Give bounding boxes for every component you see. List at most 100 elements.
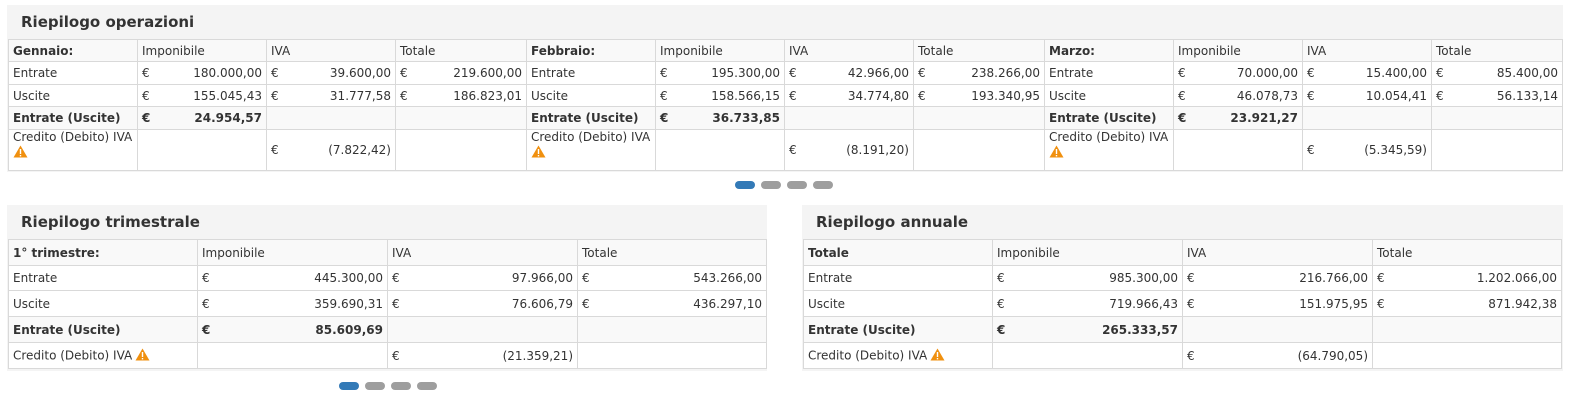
totale-cell-value: 193.340,95 [971, 88, 1040, 103]
empty-cell [1173, 129, 1303, 171]
row-label: Entrate [526, 61, 656, 85]
totale-cell: €193.340,95 [913, 84, 1045, 107]
net-value-cell-value: 23.921,27 [1230, 111, 1298, 125]
row-label: Uscite [8, 290, 198, 317]
iva-cell-value: 15.400,00 [1365, 66, 1427, 80]
pager-dot[interactable] [417, 382, 437, 390]
imponibile-cell-value: 46.078,73 [1236, 88, 1298, 103]
currency-symbol: € [1307, 143, 1315, 157]
net-label: Entrate (Uscite) [803, 316, 993, 343]
totale-cell-value: 85.400,00 [1496, 66, 1558, 80]
totale-cell: €543.266,00 [577, 265, 767, 291]
totale-cell-value: 56.133,14 [1496, 88, 1558, 103]
table-row: Uscite €155.045,43 €31.777,58 €186.823,01 [8, 84, 527, 107]
imponibile-cell: €155.045,43 [137, 84, 267, 107]
column-header: IVA [1302, 39, 1432, 62]
pager-dot[interactable] [787, 181, 807, 189]
credit-label: Credito (Debito) IVA [808, 348, 928, 362]
empty-cell [992, 342, 1183, 369]
currency-symbol: € [392, 348, 400, 363]
credit-label-cell: Credito (Debito) IVA [803, 342, 993, 369]
currency-symbol: € [789, 143, 797, 157]
currency-symbol: € [271, 143, 279, 157]
imponibile-cell-value: 155.045,43 [193, 88, 262, 103]
totale-cell-value: 1.202.066,00 [1476, 271, 1557, 285]
table-row: Entrate €70.000,00 €15.400,00 €85.400,00 [1044, 61, 1563, 85]
column-header: Totale [577, 239, 767, 266]
empty-cell [197, 342, 388, 369]
currency-symbol: € [202, 271, 210, 285]
credit-label: Credito (Debito) IVA [13, 130, 133, 145]
credit-value-cell: € (8.191,20) [784, 129, 914, 171]
table-label: 1° trimestre: [8, 239, 198, 266]
net-value-cell: €85.609,69 [197, 316, 388, 343]
currency-symbol: € [789, 66, 797, 80]
net-value-cell: €23.921,27 [1173, 106, 1303, 130]
currency-symbol: € [271, 66, 279, 80]
currency-symbol: € [202, 322, 211, 337]
iva-cell: €216.766,00 [1182, 265, 1373, 291]
empty-cell [1372, 342, 1562, 369]
imponibile-cell: €46.078,73 [1173, 84, 1303, 107]
pager-dot[interactable] [365, 382, 385, 390]
totale-cell: €85.400,00 [1431, 61, 1563, 85]
currency-symbol: € [142, 111, 151, 125]
pager-dot[interactable] [339, 382, 359, 390]
currency-symbol: € [1187, 296, 1195, 311]
totale-cell-value: 436.297,10 [693, 296, 762, 311]
warning-icon[interactable] [531, 145, 546, 162]
empty-cell [266, 106, 396, 130]
column-header: Imponibile [655, 39, 785, 62]
pager-dot[interactable] [735, 181, 755, 189]
iva-cell-value: 39.600,00 [329, 66, 391, 80]
imponibile-cell: €180.000,00 [137, 61, 267, 85]
annual-title: Riepilogo annuale [816, 213, 969, 231]
column-header: Totale [1372, 239, 1562, 266]
iva-cell: €31.777,58 [266, 84, 396, 107]
warning-icon[interactable] [930, 348, 945, 364]
currency-symbol: € [997, 271, 1005, 285]
currency-symbol: € [660, 66, 668, 80]
empty-cell [577, 316, 767, 343]
operations-pager [735, 181, 833, 189]
warning-icon[interactable] [1049, 145, 1064, 162]
totale-cell-value: 238.266,00 [971, 66, 1040, 80]
totale-cell: €436.297,10 [577, 290, 767, 317]
column-header: Imponibile [197, 239, 388, 266]
pager-dot[interactable] [761, 181, 781, 189]
currency-symbol: € [202, 296, 210, 311]
month-table: Gennaio: Imponibile IVA Totale Entrate €180.0… [8, 39, 527, 171]
currency-symbol: € [997, 322, 1006, 337]
currency-symbol: € [1436, 66, 1444, 80]
imponibile-cell: €719.966,43 [992, 290, 1183, 317]
iva-cell: €15.400,00 [1302, 61, 1432, 85]
totale-cell: €56.133,14 [1431, 84, 1563, 107]
totale-cell: €1.202.066,00 [1372, 265, 1562, 291]
quarterly-table: 1° trimestre: Imponibile IVA Totale Entrate €… [8, 239, 767, 369]
currency-symbol: € [400, 88, 408, 103]
iva-cell: €10.054,41 [1302, 84, 1432, 107]
credit-label-cell: Credito (Debito) IVA [526, 129, 656, 171]
credit-value-cell: € (64.790,05) [1182, 342, 1373, 369]
imponibile-cell: €70.000,00 [1173, 61, 1303, 85]
currency-symbol: € [400, 66, 408, 80]
row-label: Uscite [8, 84, 138, 107]
row-label: Entrate [1044, 61, 1174, 85]
column-header: Imponibile [1173, 39, 1303, 62]
warning-icon[interactable] [135, 348, 150, 364]
imponibile-cell-value: 70.000,00 [1236, 66, 1298, 80]
imponibile-cell-value: 158.566,15 [711, 88, 780, 103]
currency-symbol: € [1178, 111, 1187, 125]
iva-cell-value: 31.777,58 [329, 88, 391, 103]
iva-cell: €39.600,00 [266, 61, 396, 85]
pager-dot[interactable] [813, 181, 833, 189]
pager-dot[interactable] [391, 382, 411, 390]
currency-symbol: € [271, 88, 279, 103]
credit-value-cell-value: (21.359,21) [502, 348, 573, 363]
empty-cell [1431, 129, 1563, 171]
empty-cell [137, 129, 267, 171]
imponibile-cell: €985.300,00 [992, 265, 1183, 291]
warning-icon[interactable] [13, 145, 28, 162]
table-row: Entrate €985.300,00 €216.766,00 €1.202.066,… [803, 265, 1562, 291]
credit-label: Credito (Debito) IVA [1049, 130, 1169, 145]
